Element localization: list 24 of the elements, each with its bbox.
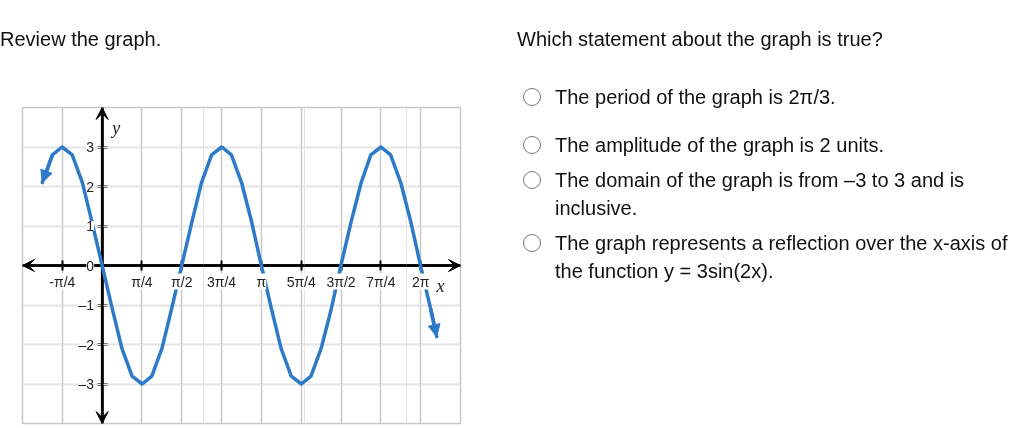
text: The domain of the graph is from –3 to 3 and is inclusive.	[555, 168, 966, 221]
x-tick-label: 3π/2	[326, 273, 356, 290]
x-tick-label: 2π	[411, 273, 430, 290]
chart-title: Review the graph.	[0, 27, 162, 52]
y-tick-label: 3	[86, 139, 95, 155]
y-tick-label: –1	[78, 297, 95, 313]
text: The graph represents a reflection over the x-axis of the function y = 3sin(2x).	[555, 231, 1009, 284]
x-tick-label: 3π/4	[207, 273, 237, 290]
x-tick-label: 5π/4	[286, 273, 316, 290]
text: Which statement about the graph is true?	[517, 27, 883, 52]
x-tick-label: 7π/4	[366, 273, 396, 290]
text: The amplitude of the graph is 2 units.	[555, 133, 885, 158]
y-tick-label: 2	[86, 178, 95, 195]
text: The period of the graph is 2π/3.	[555, 85, 836, 110]
y-axis-title: y	[110, 117, 121, 138]
x-tick-label: -π/4	[49, 273, 76, 290]
x-tick-label: π/4	[131, 273, 153, 290]
x-axis-title: x	[435, 275, 445, 296]
y-tick-label: –2	[78, 336, 95, 353]
x-tick-label: π/2	[171, 273, 193, 290]
y-tick-label: –3	[78, 376, 95, 392]
y-tick-label: 1	[86, 218, 95, 234]
y-tick-label: 0	[86, 257, 95, 274]
x-tick-label: π	[256, 273, 267, 290]
